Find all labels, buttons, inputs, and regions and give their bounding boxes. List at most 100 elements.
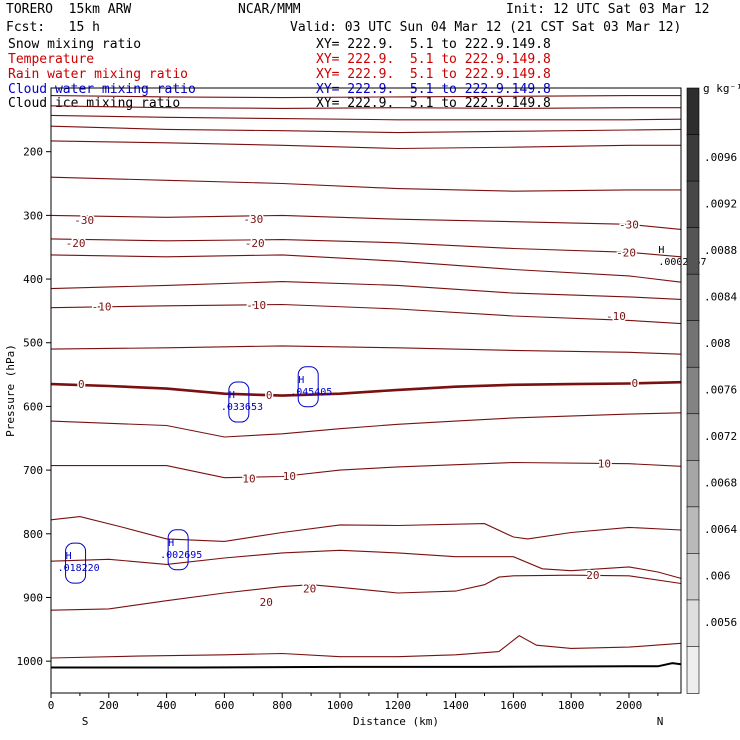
colorbar-swatch xyxy=(686,180,700,229)
temperature-contour xyxy=(50,95,681,99)
x-axis-label: Distance (km) xyxy=(353,715,439,728)
cloud-water-contour xyxy=(167,529,189,571)
colorbar-label: .0096 xyxy=(704,151,737,164)
contour-label: -30 xyxy=(243,213,263,226)
plot-frame xyxy=(50,87,682,694)
contour-label: 10 xyxy=(283,470,296,483)
contour-label: 0 xyxy=(266,389,273,402)
axes: 0 200 400 600 800 1000 1200 1400 1600 1800 2000200… xyxy=(4,87,682,728)
cloud-water-contour xyxy=(297,366,319,408)
colorbar-swatch xyxy=(686,599,700,648)
contour-label: -30 xyxy=(74,214,94,227)
y-tick-label: 600 xyxy=(23,400,43,413)
field-xy-temperature: XY= 222.9. 5.1 to 222.9.149.8 xyxy=(316,52,551,67)
field-name-cloud-water: Cloud water mixing ratio xyxy=(8,82,196,97)
cloud-water-max-symbol: H xyxy=(168,538,174,549)
cloud-water-contours: H.033653H.045405H.002695H.018220H.000275… xyxy=(58,245,707,584)
contour-label: -20 xyxy=(66,237,86,250)
field-name-temperature: Temperature xyxy=(8,52,95,67)
contour-label: 20 xyxy=(586,569,599,582)
y-tick-label: 400 xyxy=(23,273,43,286)
model-title: TORERO 15km ARW xyxy=(6,2,132,17)
y-axis-label: Pressure (hPa) xyxy=(4,344,17,437)
colorbar-label: .008 xyxy=(704,337,731,350)
temperature-contour xyxy=(50,635,682,659)
init-time: Init: 12 UTC Sat 03 Mar 12 xyxy=(506,2,710,17)
colorbar-label: .0084 xyxy=(704,290,737,303)
y-tick-label: 300 xyxy=(23,209,43,222)
contour-label: -20 xyxy=(616,246,636,259)
field-xy-cloud-water: XY= 222.9. 5.1 to 222.9.149.8 xyxy=(316,82,551,97)
cloud-water-max-symbol: H xyxy=(298,375,304,386)
terrain-surface xyxy=(51,662,682,669)
temperature-contour xyxy=(50,125,682,134)
contour-label: -30 xyxy=(619,218,639,231)
temperature-contour xyxy=(50,574,682,611)
y-tick-label: 200 xyxy=(23,146,43,159)
colorbar-swatch xyxy=(686,273,700,322)
colorbar-label: .0088 xyxy=(704,244,737,257)
contour-label: -10 xyxy=(92,300,112,313)
temperature-contour xyxy=(50,281,682,300)
cloud-water-contour xyxy=(228,381,250,423)
valid-time: Valid: 03 UTC Sun 04 Mar 12 (21 CST Sat … xyxy=(290,20,682,35)
contour-label: 0 xyxy=(78,378,85,391)
x-tick-label: 600 xyxy=(214,699,234,712)
colorbar-label: .0072 xyxy=(704,430,737,443)
y-tick-label: 700 xyxy=(23,464,43,477)
colorbar-swatch xyxy=(686,134,700,182)
colorbar-label: .0092 xyxy=(704,197,737,210)
colorbar-swatch xyxy=(686,506,700,555)
cloud-water-max-value: .033653 xyxy=(221,402,263,413)
temperature-contour xyxy=(50,380,682,397)
colorbar-label: .006 xyxy=(704,570,731,583)
contour-label: 0 xyxy=(631,377,638,390)
contour-label: 10 xyxy=(598,458,611,471)
temperature-contour xyxy=(50,105,681,109)
colorbar-swatch xyxy=(686,227,700,275)
colorbar-swatch xyxy=(686,646,700,694)
field-xy-snow: XY= 222.9. 5.1 to 222.9.149.8 xyxy=(316,37,551,52)
endpoint-north: N xyxy=(657,715,664,728)
colorbar: .0096 .0092 .0088 .0084 .008 .0076 .0072 .0068.… xyxy=(686,82,740,694)
cloud-water-max-value: .018220 xyxy=(58,563,100,574)
temperature-contour xyxy=(50,214,682,230)
contour-labels: -30 -30 -30 -20 -20 -20 -10 -10 -10 0 0 0 10 10 10 20 20… xyxy=(64,212,640,611)
contour-label: 20 xyxy=(260,596,273,609)
y-tick-label: 1000 xyxy=(17,655,44,668)
field-xy-rain: XY= 222.9. 5.1 to 222.9.149.8 xyxy=(316,67,551,82)
temperature-contour xyxy=(50,549,682,579)
colorbar-label: .0056 xyxy=(704,616,737,629)
cloud-ice-max-value: .0002757 xyxy=(658,257,706,268)
x-tick-label: 1800 xyxy=(558,699,585,712)
field-xy-cloud-ice: XY= 222.9. 5.1 to 222.9.149.8 xyxy=(316,96,551,111)
x-tick-label: 1200 xyxy=(385,699,412,712)
colorbar-label: .0064 xyxy=(704,523,737,536)
x-tick-label: 800 xyxy=(272,699,292,712)
terrain-line xyxy=(51,662,682,669)
temperature-contour xyxy=(50,140,681,150)
temperature-contour xyxy=(50,114,682,121)
x-tick-label: 400 xyxy=(157,699,177,712)
colorbar-unit: g kg⁻¹ xyxy=(703,82,740,95)
field-name-snow: Snow mixing ratio xyxy=(8,37,142,52)
colorbar-swatch xyxy=(686,413,700,462)
cloud-water-max-value: .045405 xyxy=(290,387,332,398)
colorbar-swatch xyxy=(686,366,700,415)
x-tick-label: 2000 xyxy=(616,699,643,712)
temperature-contour xyxy=(50,254,682,283)
temperature-contour xyxy=(50,176,681,192)
colorbar-label: .0068 xyxy=(704,477,737,490)
temperature-contours xyxy=(50,95,682,659)
center-title: NCAR/MMM xyxy=(238,2,301,17)
y-tick-label: 500 xyxy=(23,337,43,350)
contour-label: 10 xyxy=(242,472,255,485)
colorbar-swatch xyxy=(686,87,700,136)
contour-label: -10 xyxy=(246,299,266,312)
temperature-contour xyxy=(50,238,682,258)
temperature-contour xyxy=(50,412,682,438)
colorbar-swatch xyxy=(686,460,700,508)
temperature-contour xyxy=(51,461,682,479)
field-name-rain: Rain water mixing ratio xyxy=(8,67,189,82)
